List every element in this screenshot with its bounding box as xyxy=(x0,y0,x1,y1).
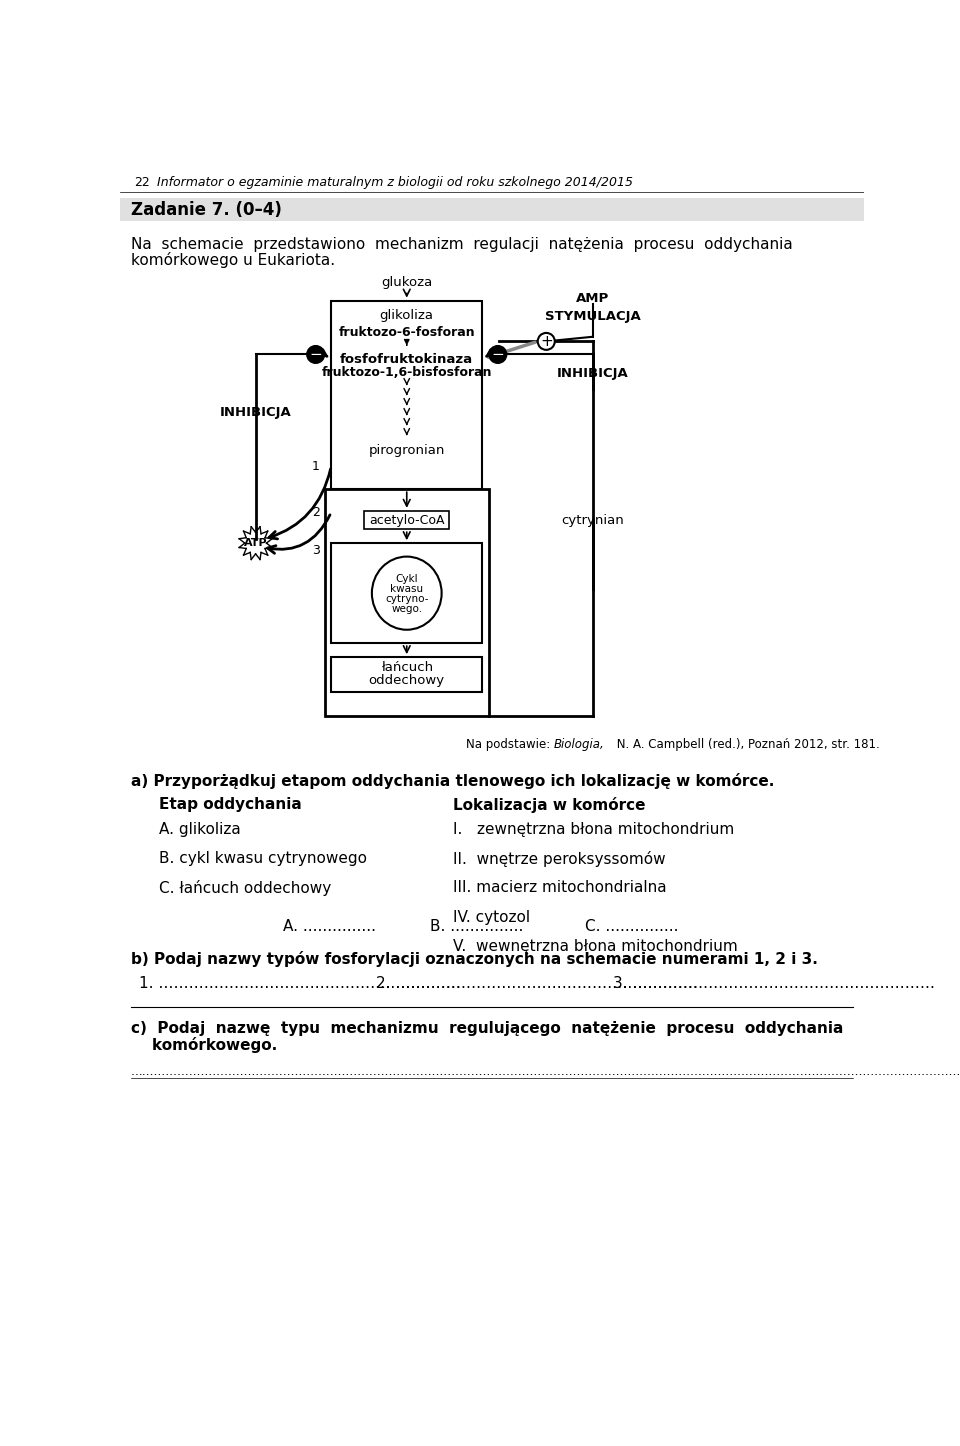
Text: 3: 3 xyxy=(312,544,320,557)
Text: a) Przyporżądkuj etapom oddychania tlenowego ich lokalizację w komórce.: a) Przyporżądkuj etapom oddychania tleno… xyxy=(131,772,774,788)
Text: komórkowego u Eukariota.: komórkowego u Eukariota. xyxy=(131,252,335,268)
Text: +: + xyxy=(540,334,553,348)
Text: STYMULACJA: STYMULACJA xyxy=(545,311,640,324)
Text: N. A. Campbell (red.), Poznań 2012, str. 181.: N. A. Campbell (red.), Poznań 2012, str.… xyxy=(612,737,879,750)
Text: 3. ……………………………………………………: 3. …………………………………………………… xyxy=(612,976,935,991)
Text: Etap oddychania: Etap oddychania xyxy=(158,797,301,813)
Text: II.  wnętrze peroksyssomów: II. wnętrze peroksyssomów xyxy=(453,852,666,868)
Text: C. ...............: C. ............... xyxy=(585,918,679,934)
Text: Biologia,: Biologia, xyxy=(554,737,605,750)
Text: Cykl: Cykl xyxy=(396,574,418,584)
Text: I.   zewnętrzna błona mitochondrium: I. zewnętrzna błona mitochondrium xyxy=(453,821,734,837)
Text: ……………………………………………………………………………………………………………………………………………………………………………………………………………………: …………………………………………………………………………………………………………… xyxy=(131,1066,960,1079)
FancyBboxPatch shape xyxy=(331,656,482,691)
Circle shape xyxy=(490,346,506,363)
Text: glikoliza: glikoliza xyxy=(380,309,434,322)
Text: kwasu: kwasu xyxy=(390,584,423,594)
Text: cytryno-: cytryno- xyxy=(385,594,428,604)
Text: Informator o egzaminie maturalnym z biologii od roku szkolnego 2014/2015: Informator o egzaminie maturalnym z biol… xyxy=(157,176,634,189)
Text: III. macierz mitochondrialna: III. macierz mitochondrialna xyxy=(453,881,667,895)
FancyBboxPatch shape xyxy=(120,198,864,221)
Text: B. cykl kwasu cytrynowego: B. cykl kwasu cytrynowego xyxy=(158,852,367,866)
Text: −: − xyxy=(309,347,322,362)
Text: INHIBICJA: INHIBICJA xyxy=(557,367,629,380)
Text: Na  schemacie  przedstawiono  mechanizm  regulacji  natężenia  procesu  oddychan: Na schemacie przedstawiono mechanizm reg… xyxy=(131,237,793,252)
Text: −: − xyxy=(492,347,504,362)
Text: INHIBICJA: INHIBICJA xyxy=(220,406,292,419)
Text: B. ...............: B. ............... xyxy=(430,918,523,934)
Text: AMP: AMP xyxy=(576,292,610,305)
Text: IV. cytozol: IV. cytozol xyxy=(453,910,530,924)
Text: V.  wewnętrzna błona mitochondrium: V. wewnętrzna błona mitochondrium xyxy=(453,938,738,954)
Text: fosfofruktokinaza: fosfofruktokinaza xyxy=(340,353,473,366)
Text: glukoza: glukoza xyxy=(381,276,432,289)
Text: A. glikoliza: A. glikoliza xyxy=(158,821,241,837)
FancyBboxPatch shape xyxy=(325,489,489,716)
FancyBboxPatch shape xyxy=(331,301,482,489)
Text: fruktozo-1,6-bisfosforan: fruktozo-1,6-bisfosforan xyxy=(322,366,492,379)
Circle shape xyxy=(307,346,324,363)
Text: Zadanie 7. (0–4): Zadanie 7. (0–4) xyxy=(131,201,281,218)
Text: 1: 1 xyxy=(312,460,320,473)
Text: C. łańcuch oddechowy: C. łańcuch oddechowy xyxy=(158,881,331,897)
Text: cytrynian: cytrynian xyxy=(562,513,624,526)
Text: łańcuch: łańcuch xyxy=(381,661,433,674)
Text: Na podstawie:: Na podstawie: xyxy=(466,737,554,750)
Text: Lokalizacja w komórce: Lokalizacja w komórce xyxy=(453,797,646,813)
Text: c)  Podaj  nazwę  typu  mechanizmu  regulującego  natężenie  procesu  oddychania: c) Podaj nazwę typu mechanizmu regulując… xyxy=(131,1021,843,1035)
Text: fruktozo-6-fosforan: fruktozo-6-fosforan xyxy=(339,327,475,340)
FancyBboxPatch shape xyxy=(331,544,482,643)
Text: komórkowego.: komórkowego. xyxy=(131,1037,277,1054)
Text: b) Podaj nazwy typów fosforylacji oznaczonych na schemacie numerami 1, 2 i 3.: b) Podaj nazwy typów fosforylacji oznacz… xyxy=(131,951,818,967)
FancyBboxPatch shape xyxy=(364,510,449,529)
Text: acetylo-CoA: acetylo-CoA xyxy=(369,513,444,526)
Text: pirogronian: pirogronian xyxy=(369,444,444,457)
Text: ATP: ATP xyxy=(244,538,268,548)
Text: wego.: wego. xyxy=(391,604,422,615)
Circle shape xyxy=(538,333,555,350)
Text: 2. ……………………………………………………: 2. …………………………………………………… xyxy=(375,976,698,991)
Text: 1. ……………………………………………………: 1. …………………………………………………… xyxy=(138,976,461,991)
Text: oddechowy: oddechowy xyxy=(369,674,444,687)
Text: 22: 22 xyxy=(134,176,150,189)
Ellipse shape xyxy=(372,557,442,630)
Text: A. ...............: A. ............... xyxy=(283,918,375,934)
Text: 2: 2 xyxy=(312,506,320,519)
